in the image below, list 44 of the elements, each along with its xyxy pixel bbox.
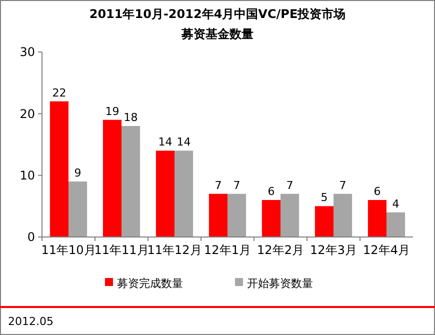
data-label: 7 (214, 178, 222, 192)
data-label: 19 (105, 104, 120, 118)
bar (68, 182, 88, 237)
data-label: 6 (374, 185, 381, 198)
data-label: 7 (233, 178, 240, 192)
x-tick-label: 12年3月 (310, 243, 357, 257)
text: 2012.05 (8, 315, 54, 328)
bar (122, 126, 140, 237)
x-tick-label: 11年11月 (94, 243, 149, 257)
data-label: 7 (286, 178, 294, 192)
bar (386, 212, 406, 237)
data-label: 7 (339, 178, 346, 192)
bar (280, 194, 300, 237)
data-label: 9 (74, 166, 82, 180)
data-label: 14 (158, 136, 172, 149)
x-tick-label: 12年2月 (257, 243, 304, 257)
data-label: 5 (320, 191, 328, 204)
y-tick-label: 20 (20, 106, 35, 121)
data-label: 4 (392, 197, 400, 210)
bar (174, 150, 194, 237)
data-label: 14 (176, 136, 191, 149)
bar (262, 200, 280, 237)
y-tick-label: 10 (20, 168, 35, 183)
y-tick-label: 0 (27, 230, 35, 244)
chart-subtitle: 募资基金数量 (180, 27, 254, 41)
bar (228, 194, 246, 237)
bar (102, 120, 122, 237)
bar (368, 200, 386, 237)
x-tick-label: 12年1月 (204, 243, 251, 257)
x-tick-label: 12年4月 (363, 243, 410, 257)
data-label: 22 (52, 86, 66, 100)
bar (156, 150, 174, 237)
bar (314, 206, 334, 237)
bar (334, 194, 352, 237)
data-label: 18 (124, 111, 138, 124)
chart-title: 2011年10月-2012年4月中国VC/PE投资市场 (89, 7, 346, 21)
x-tick-label: 11年12月 (147, 243, 202, 257)
bar (208, 194, 228, 237)
legend-label: 开始募资数量 (247, 276, 313, 290)
legend-label: 募资完成数量 (117, 276, 183, 290)
y-tick-label: 30 (20, 45, 35, 60)
data-label: 6 (268, 185, 275, 198)
x-tick-label: 11年10月 (41, 243, 96, 257)
bar (50, 101, 68, 237)
